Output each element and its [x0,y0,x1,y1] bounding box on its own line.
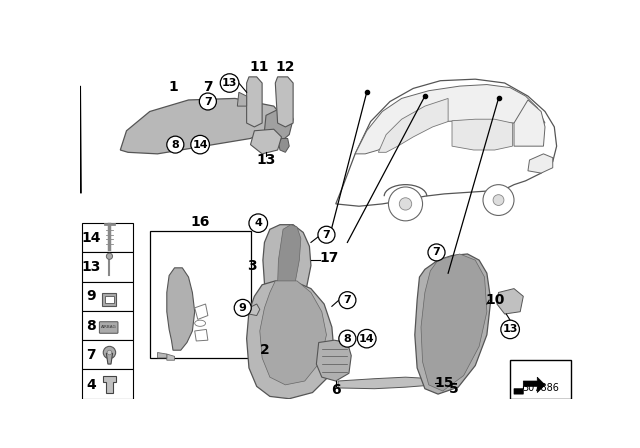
Ellipse shape [195,320,205,326]
Circle shape [358,329,376,348]
Text: 7: 7 [323,230,330,240]
Text: 9: 9 [86,289,95,303]
Text: 1: 1 [168,80,178,94]
Text: 8: 8 [86,319,96,332]
Text: 9: 9 [239,303,246,313]
Circle shape [388,187,422,221]
Polygon shape [336,79,557,206]
Text: 8: 8 [344,334,351,344]
Bar [510,360,571,399]
Polygon shape [421,254,487,391]
Text: 4: 4 [254,218,262,228]
Bar [81,370,132,399]
Polygon shape [415,254,491,394]
Bar [102,293,116,306]
Polygon shape [157,353,167,358]
Circle shape [199,93,216,110]
Text: 7: 7 [203,80,212,94]
Text: 14: 14 [192,140,208,150]
Circle shape [249,214,268,233]
Circle shape [339,330,356,347]
Text: 7: 7 [86,348,95,362]
Text: 13: 13 [81,260,100,274]
Circle shape [483,185,514,215]
Circle shape [107,350,112,355]
Polygon shape [195,304,208,319]
Bar [81,282,132,311]
Text: 4: 4 [86,378,96,392]
Text: 15: 15 [435,376,454,390]
Circle shape [501,320,520,339]
Text: 8: 8 [172,140,179,150]
Circle shape [191,135,209,154]
Circle shape [339,292,356,309]
Text: 2: 2 [260,343,269,357]
Polygon shape [106,353,113,364]
Text: 3: 3 [247,258,257,272]
Text: 5: 5 [449,382,458,396]
Text: 13: 13 [222,78,237,88]
Bar [150,231,250,358]
Polygon shape [316,340,351,381]
Circle shape [399,198,412,210]
Circle shape [318,226,335,243]
Polygon shape [275,77,293,127]
Polygon shape [260,281,326,385]
Polygon shape [338,377,435,389]
Text: 14: 14 [359,334,374,344]
Text: 6: 6 [331,383,340,397]
Polygon shape [167,354,175,360]
Polygon shape [120,99,282,154]
Polygon shape [167,268,195,350]
Polygon shape [250,129,282,154]
Bar [81,252,132,282]
Text: 13: 13 [256,153,276,167]
Polygon shape [263,225,311,304]
Polygon shape [246,281,334,399]
Circle shape [493,195,504,206]
FancyBboxPatch shape [99,322,118,333]
Polygon shape [278,225,301,293]
Text: 11: 11 [249,60,269,74]
Text: 7: 7 [433,247,440,258]
Text: 307886: 307886 [522,383,559,392]
Polygon shape [355,85,545,154]
Circle shape [167,136,184,153]
Polygon shape [246,77,262,127]
Circle shape [106,253,113,259]
Polygon shape [497,289,524,314]
Polygon shape [528,154,553,173]
Text: 10: 10 [486,293,505,307]
Circle shape [220,74,239,92]
Polygon shape [195,329,208,341]
Bar [81,223,132,252]
Polygon shape [237,92,246,106]
Circle shape [428,244,445,261]
Circle shape [103,346,116,359]
Polygon shape [452,119,513,150]
Text: 17: 17 [320,251,339,265]
Text: AIRBAG: AIRBAG [101,325,116,329]
Polygon shape [378,99,448,152]
Polygon shape [514,100,545,146]
Text: 7: 7 [344,295,351,305]
Text: 7: 7 [204,96,212,107]
Polygon shape [514,377,545,394]
Polygon shape [278,138,289,152]
Bar [105,296,114,303]
Text: 13: 13 [502,324,518,334]
Text: 14: 14 [81,231,100,245]
Text: 16: 16 [191,215,210,228]
Bar [81,311,132,340]
Bar [81,340,132,370]
Circle shape [234,299,252,316]
Polygon shape [264,108,293,142]
Text: 12: 12 [276,60,295,74]
Polygon shape [249,304,260,315]
Polygon shape [103,375,116,392]
